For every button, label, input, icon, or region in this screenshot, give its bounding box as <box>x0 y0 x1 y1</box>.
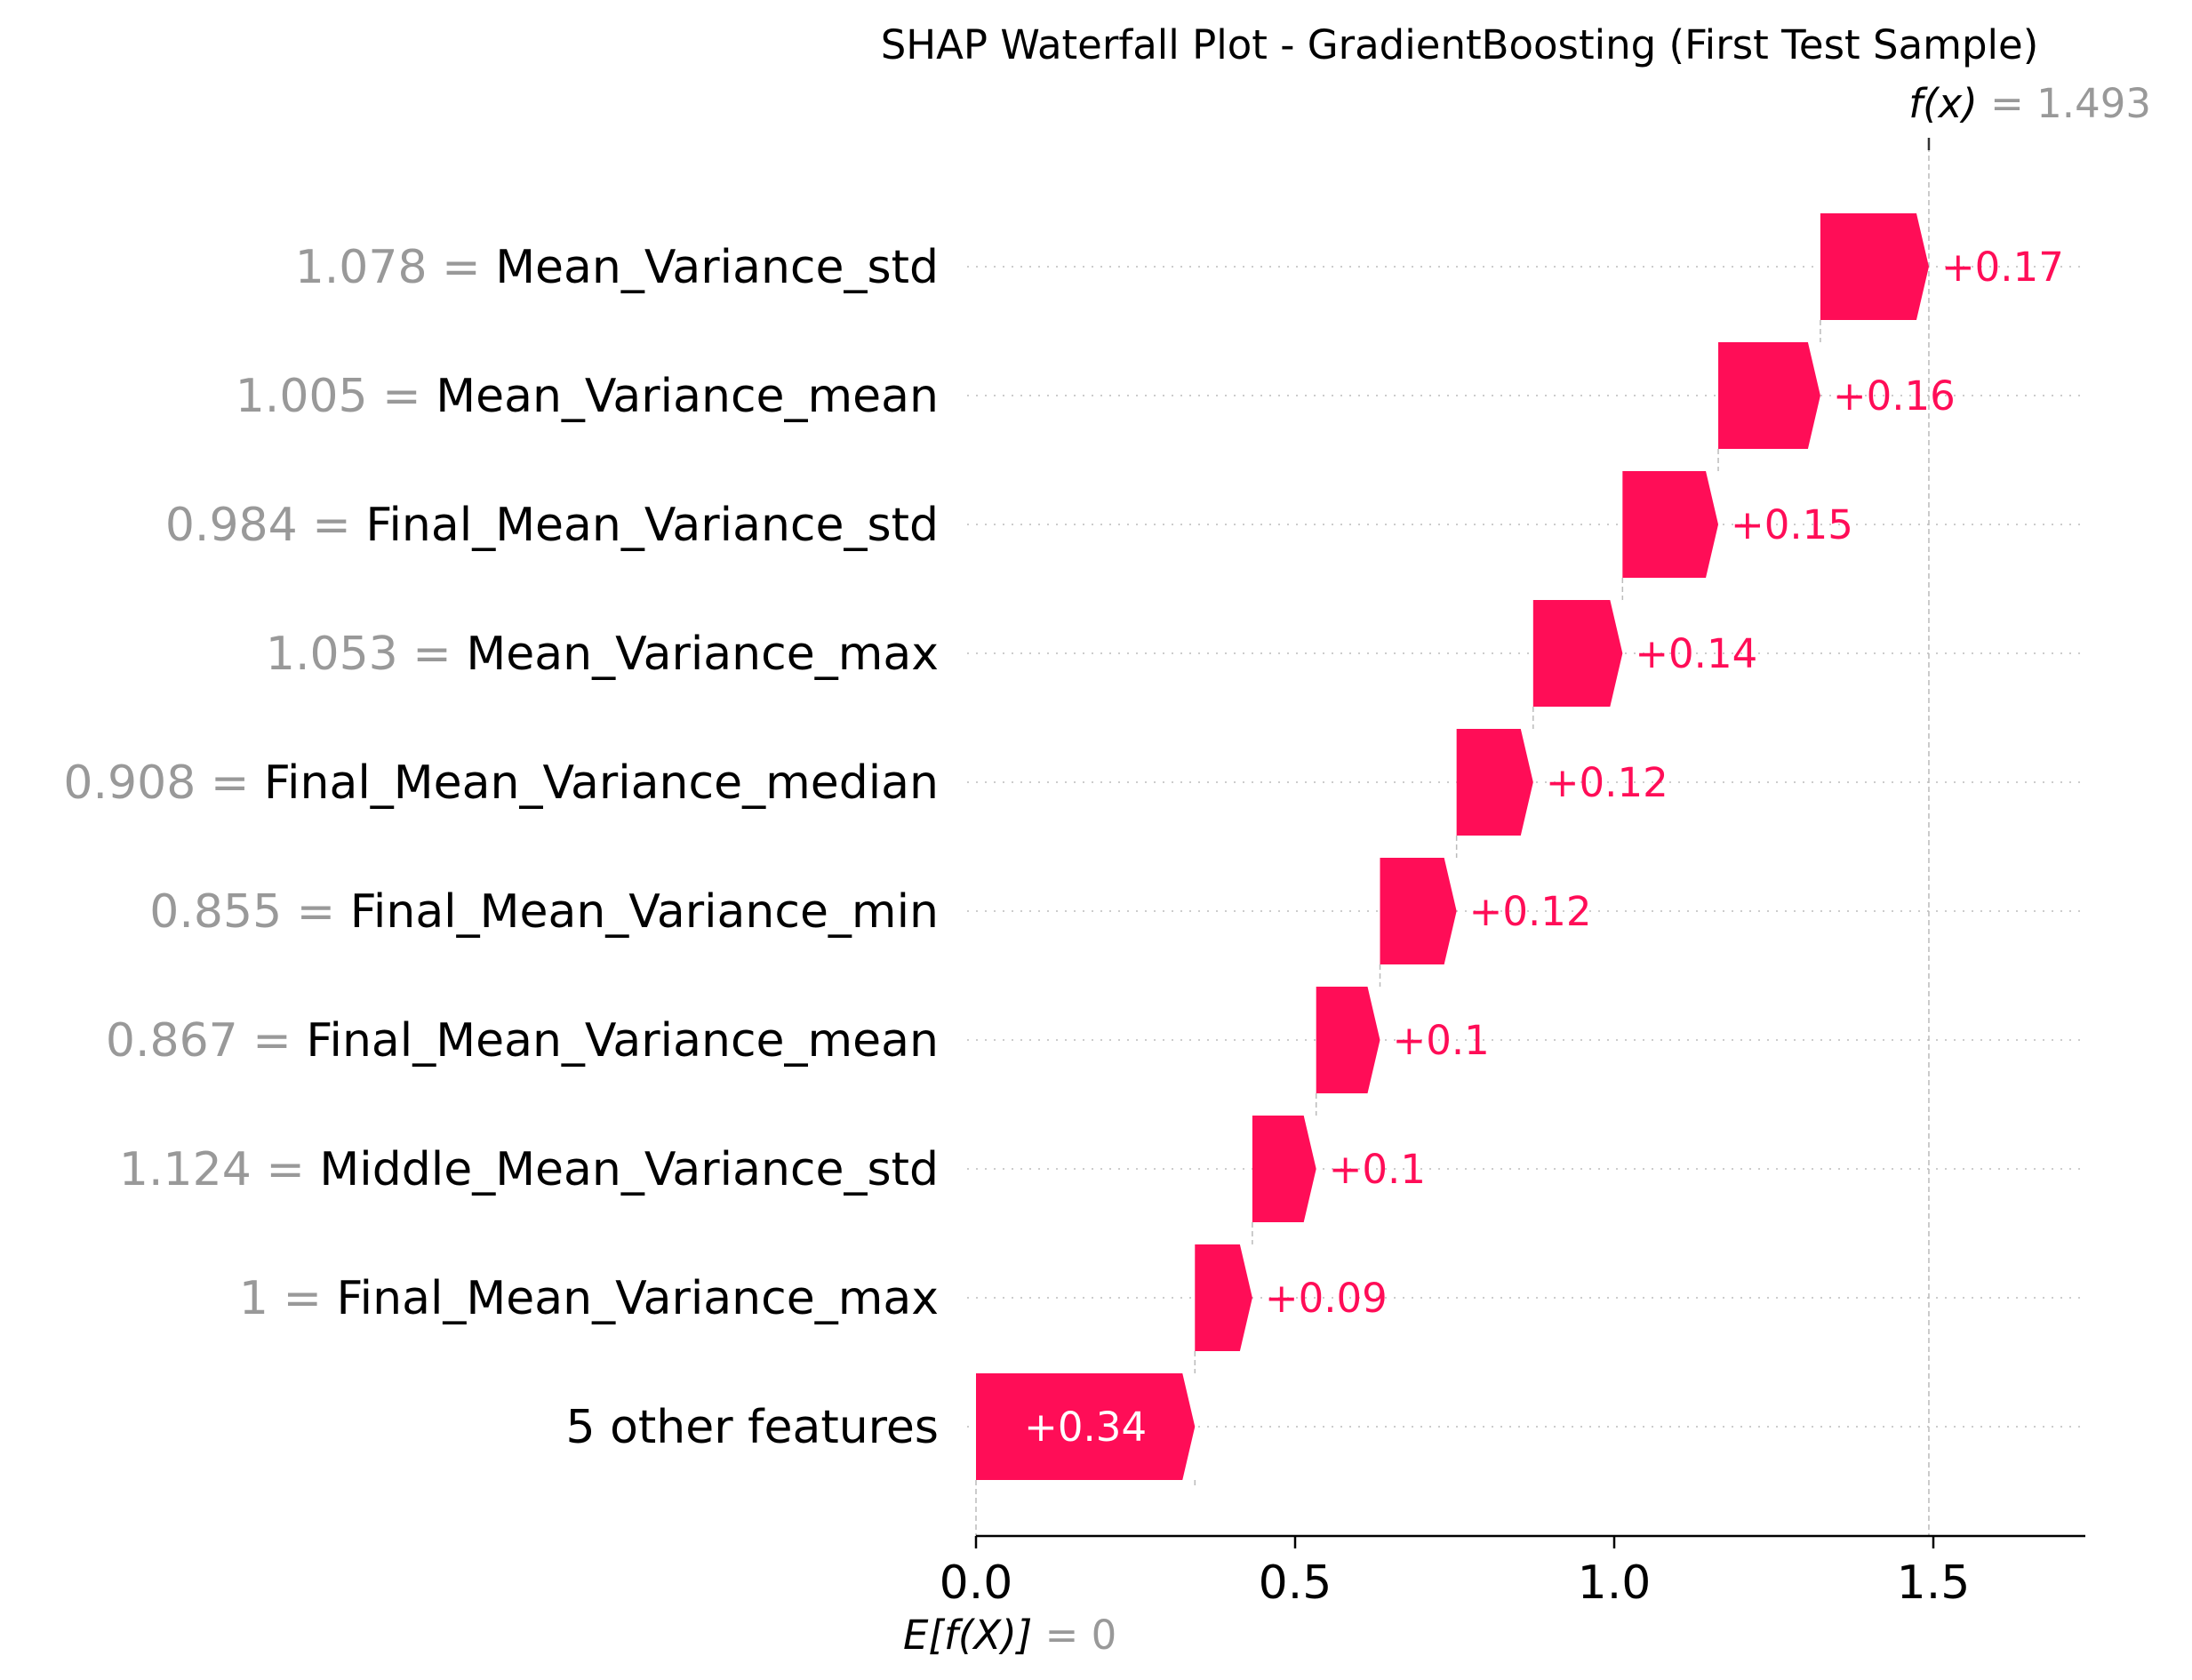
bar <box>1456 729 1533 836</box>
x-tick-label: 0.5 <box>1259 1556 1332 1610</box>
bar-value-label: +0.15 <box>1731 501 1853 548</box>
x-axis: 0.0 0.5 1.0 1.5 <box>940 1534 2085 1610</box>
bar-value-label: +0.14 <box>1635 630 1757 677</box>
bar <box>1820 213 1929 320</box>
x-tick-label: 1.0 <box>1578 1556 1652 1610</box>
chart-title: SHAP Waterfall Plot - GradientBoosting (… <box>881 21 2039 68</box>
bar-value-label: +0.12 <box>1546 759 1668 806</box>
bar <box>1252 1116 1316 1222</box>
base-value-annotation: E[f(X)] = 0 <box>903 1612 1116 1659</box>
fx-label: f(x) = 1.493 <box>1908 80 2151 127</box>
feature-label: 1.124 = Middle_Mean_Variance_std <box>119 1143 939 1196</box>
feature-labels: 1.078 = Mean_Variance_std 1.005 = Mean_Va… <box>63 241 939 1454</box>
base-value-label: E[f(X)] = 0 <box>903 1612 1116 1659</box>
feature-label: 1.078 = Mean_Variance_std <box>295 241 939 294</box>
fx-annotation: f(x) = 1.493 <box>1908 80 2151 127</box>
feature-label: 0.855 = Final_Mean_Variance_min <box>149 885 939 939</box>
feature-label: 1.053 = Mean_Variance_max <box>266 628 939 681</box>
feature-label: 5 other features <box>565 1401 939 1454</box>
bar-value-label: +0.09 <box>1265 1275 1388 1322</box>
bar-value-label: +0.17 <box>1941 244 2064 291</box>
row-gridlines <box>967 266 2085 1428</box>
bar-value-label: +0.16 <box>1833 372 1956 420</box>
bar <box>1532 600 1623 707</box>
connector-guides <box>975 138 1931 1536</box>
x-tick-label: 1.5 <box>1897 1556 1971 1610</box>
bar <box>976 1373 1196 1480</box>
bar <box>1316 987 1380 1093</box>
bar-value-label: +0.12 <box>1469 888 1592 935</box>
feature-label: 1 = Final_Mean_Variance_max <box>239 1272 939 1325</box>
feature-label: 0.908 = Final_Mean_Variance_median <box>63 756 939 810</box>
bar <box>1622 471 1719 578</box>
feature-label: 0.984 = Final_Mean_Variance_std <box>165 499 939 552</box>
bar <box>1380 858 1457 964</box>
bars: +0.17 +0.16 +0.15 +0.14 +0.12 +0.12 +0.1 +0.1 +0… <box>976 213 2064 1480</box>
bar-value-label: +0.1 <box>1329 1146 1426 1193</box>
bar-value-label: +0.1 <box>1392 1017 1489 1064</box>
x-tick-label: 0.0 <box>940 1556 1013 1610</box>
bar-value-label: +0.34 <box>1024 1404 1147 1451</box>
feature-label: 0.867 = Final_Mean_Variance_mean <box>106 1014 939 1068</box>
bar <box>1718 342 1820 449</box>
bar <box>1195 1244 1252 1351</box>
feature-label: 1.005 = Mean_Variance_mean <box>236 370 939 423</box>
